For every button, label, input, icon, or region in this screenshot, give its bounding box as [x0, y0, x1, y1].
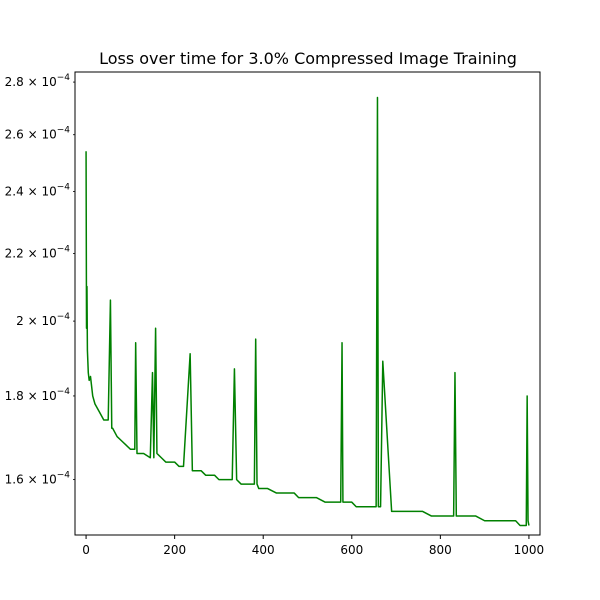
y-tick-label: 1.8 × 10−4: [5, 387, 71, 403]
y-tick-mantissa: 2.6: [5, 128, 24, 142]
series-line-0: [85, 96, 530, 527]
y-axis: 1.6 × 10−41.8 × 10−42 × 10−42.2 × 10−42.…: [5, 73, 75, 487]
y-tick-label: 2 × 10−4: [16, 312, 70, 328]
y-tick-exponent: −4: [57, 244, 71, 254]
y-tick-exponent: −4: [57, 183, 71, 193]
chart-title: Loss over time for 3.0% Compressed Image…: [99, 49, 517, 68]
y-tick-label: 1.6 × 10−4: [5, 471, 71, 487]
x-tick-label: 400: [252, 543, 275, 557]
y-tick-label: 2.8 × 10−4: [5, 73, 71, 89]
plot-frame: [74, 71, 541, 536]
y-tick-exponent: −4: [57, 73, 71, 83]
y-tick-mantissa: 2: [16, 314, 24, 328]
x-tick-label: 1000: [514, 543, 545, 557]
x-tick-label: 800: [429, 543, 452, 557]
y-tick-exponent: −4: [57, 126, 71, 136]
y-tick-label: 2.2 × 10−4: [5, 244, 71, 260]
y-tick-label: 2.4 × 10−4: [5, 183, 71, 199]
y-tick-mantissa: 1.6: [5, 473, 24, 487]
y-tick-label: 2.6 × 10−4: [5, 126, 71, 142]
x-tick-label: 600: [340, 543, 363, 557]
y-tick-exponent: −4: [57, 471, 71, 481]
y-tick-mantissa: 2.2: [5, 246, 24, 260]
x-axis: 0 200 400 600 800 1000: [82, 535, 544, 557]
y-tick-exponent: −4: [57, 387, 71, 397]
series-layer: [85, 96, 530, 527]
y-tick-mantissa: 2.8: [5, 75, 24, 89]
x-tick-label: 0: [82, 543, 90, 557]
y-tick-mantissa: 2.4: [5, 185, 24, 199]
y-tick-exponent: −4: [57, 312, 71, 322]
y-tick-mantissa: 1.8: [5, 389, 24, 403]
plot-area: [74, 71, 541, 536]
x-tick-label: 200: [163, 543, 186, 557]
